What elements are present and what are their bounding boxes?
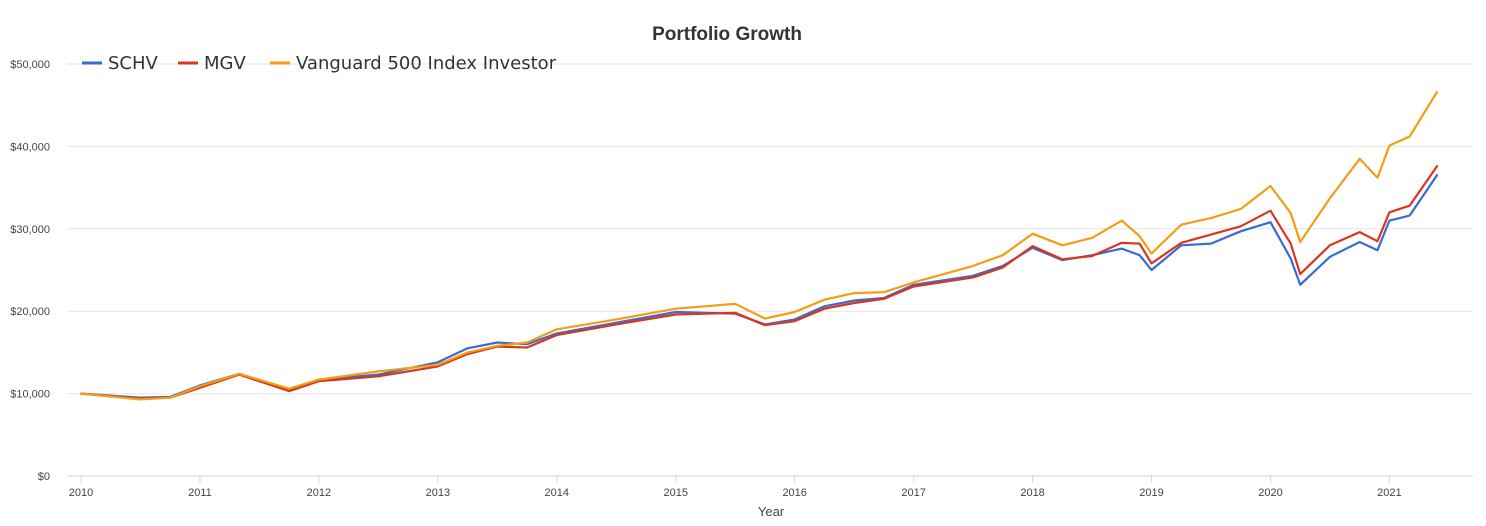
x-axis-ticks: 2010 2011 2012 2013 2014 2015 2016 2017 2018 2019… [69,476,1402,499]
x-axis-label: Year [758,504,785,519]
legend-item-vanguard-500-index-investor[interactable]: Vanguard 500 Index Investor [270,53,557,74]
y-tick-label: $20,000 [10,306,50,318]
x-tick-label: 2017 [901,487,925,499]
y-axis-ticks: $0 $10,000 $20,000 $30,000 $40,000 $50,000 [10,59,50,483]
x-tick-label: 2016 [782,487,806,499]
series-lines [79,90,1439,401]
y-tick-label: $50,000 [10,59,50,71]
x-tick-label: 2014 [545,487,569,499]
x-tick-label: 2013 [426,487,450,499]
y-tick-label: $40,000 [10,141,50,153]
x-tick-label: 2019 [1139,487,1163,499]
chart-title: Portfolio Growth [652,24,802,45]
series-line-schv [79,174,1439,399]
legend-label: Vanguard 500 Index Investor [296,53,557,74]
x-tick-label: 2011 [188,487,212,499]
legend-label: MGV [204,53,246,74]
series-line-vanguard-500-index-investor [79,90,1439,401]
series-line-mgv [79,165,1439,400]
y-tick-label: $10,000 [10,389,50,401]
legend-label: SCHV [108,53,159,74]
x-tick-label: 2021 [1377,487,1401,499]
y-tick-label: $0 [38,471,50,483]
y-tick-label: $30,000 [10,224,50,236]
x-tick-label: 2020 [1258,487,1282,499]
x-tick-label: 2012 [307,487,331,499]
x-tick-label: 2015 [663,487,687,499]
x-tick-label: 2010 [69,487,93,499]
legend[interactable]: SCHV MGV Vanguard 500 Index Investor [82,53,557,74]
legend-item-schv[interactable]: SCHV [82,53,159,74]
legend-item-mgv[interactable]: MGV [178,53,246,74]
x-tick-label: 2018 [1020,487,1044,499]
grid-lines [67,63,1473,395]
